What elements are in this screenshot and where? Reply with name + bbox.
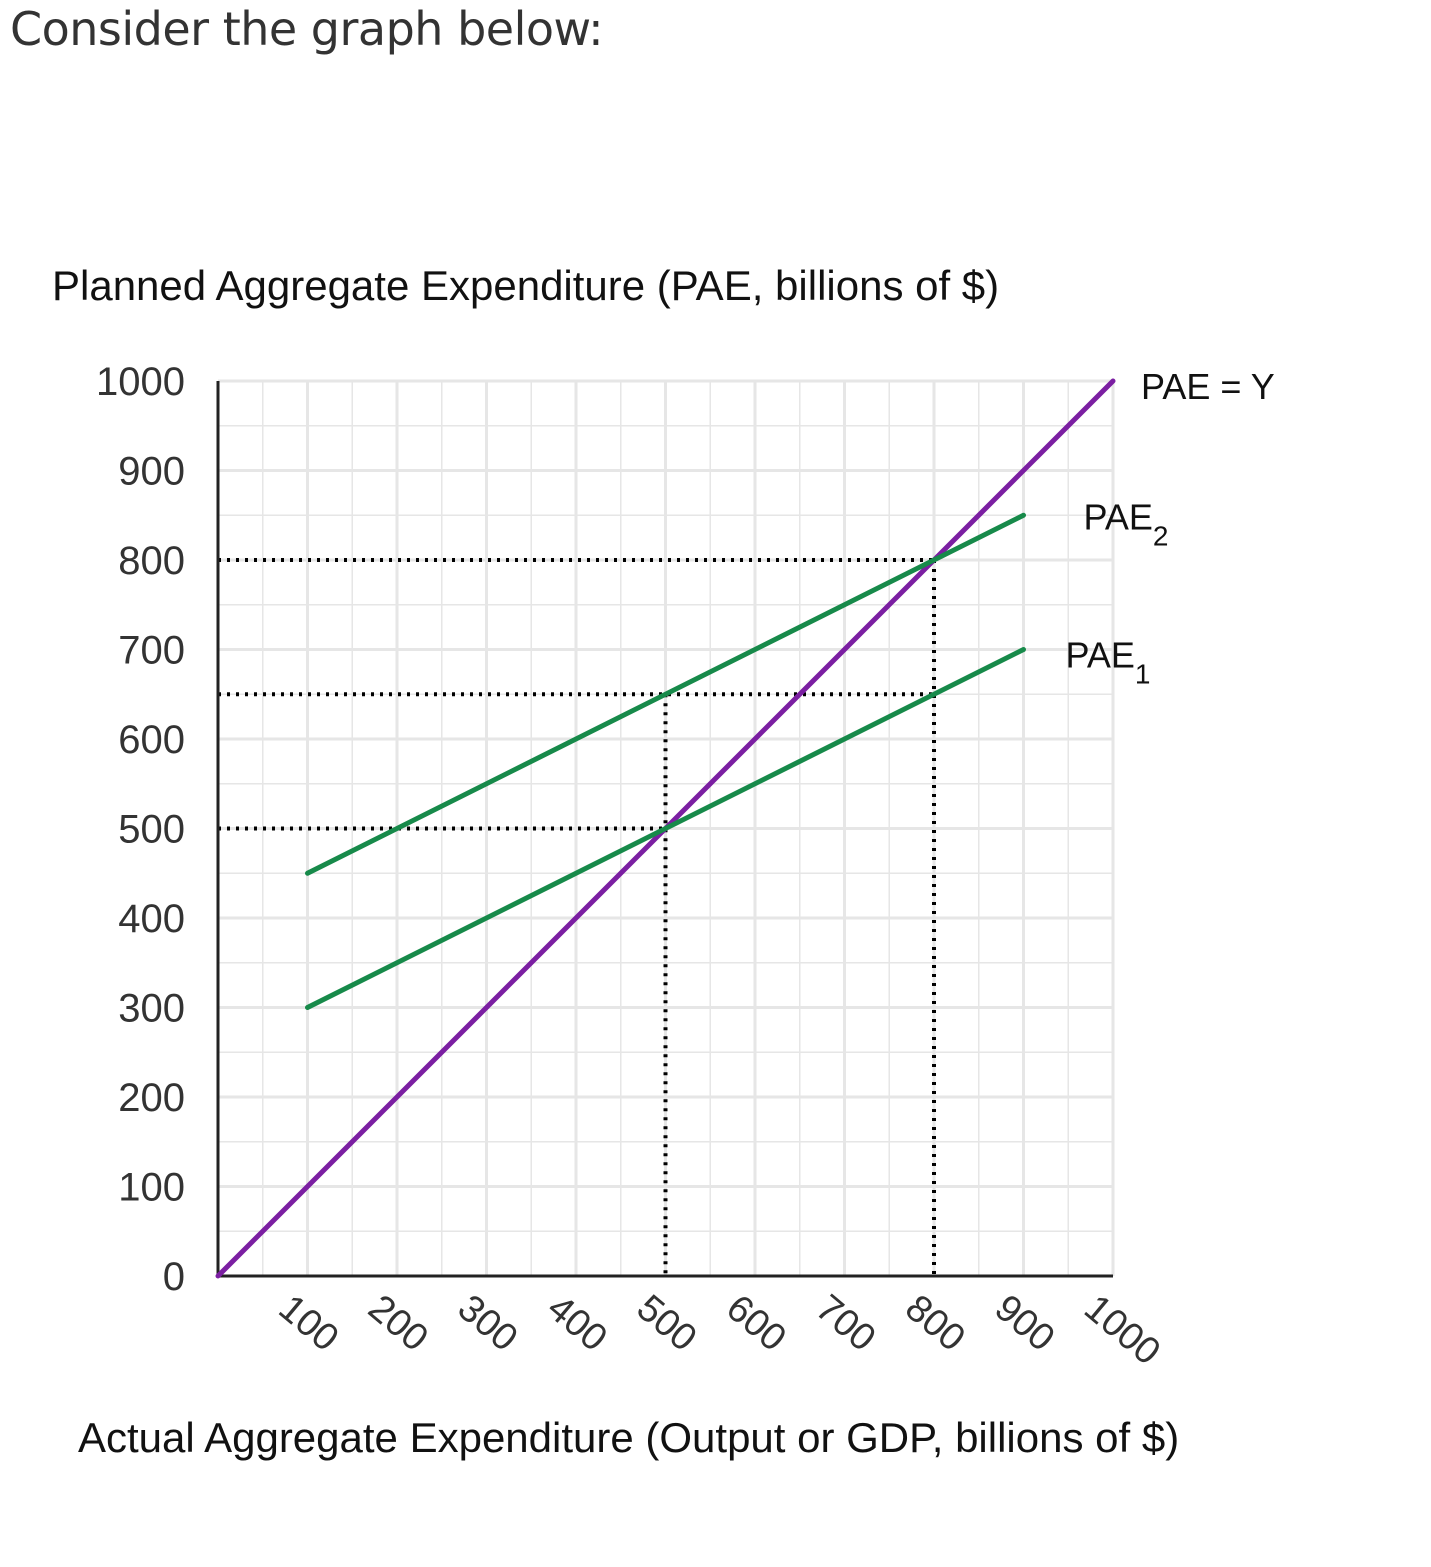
series-label-pae-y: PAE = Y: [1141, 366, 1275, 407]
series-label-pae1: PAE1: [1066, 635, 1151, 690]
question-prompt: Consider the graph below:: [10, 2, 604, 56]
y-tick-labels: 0 100 200 300 400 500 600 700 800 900 1000: [96, 360, 185, 1299]
x-tick-label: 1000: [1076, 1287, 1168, 1374]
x-tick-label: 700: [808, 1287, 884, 1360]
series-line-pae1: [305, 647, 1026, 1010]
grid: [218, 379, 1115, 1276]
series-lines: [215, 378, 1116, 1279]
guide-lines: [218, 558, 936, 1276]
series-label-main: PAE = Y: [1141, 366, 1275, 407]
x-tick-label: 800: [897, 1287, 973, 1360]
series-label-main: PAE: [1066, 635, 1135, 676]
series-label-subscript: 1: [1135, 659, 1151, 690]
series-label-main: PAE: [1084, 496, 1153, 537]
y-tick-label: 800: [118, 539, 185, 583]
x-tick-label: 200: [360, 1287, 436, 1360]
x-tick-labels: 100 200 300 400 500 600 700 800 900 1000: [271, 1287, 1168, 1374]
x-tick-label: 500: [629, 1287, 705, 1360]
y-tick-label: 900: [118, 450, 185, 494]
axes: [216, 381, 1113, 1278]
series-label-subscript: 2: [1153, 520, 1169, 551]
series-line-pae2: [305, 512, 1026, 876]
y-tick-label: 400: [118, 897, 185, 941]
y-tick-label: 600: [118, 718, 185, 762]
x-tick-label: 100: [271, 1287, 347, 1360]
y-tick-label: 0: [163, 1255, 185, 1299]
y-tick-label: 700: [118, 629, 185, 673]
y-tick-label: 500: [118, 808, 185, 852]
y-tick-label: 200: [118, 1076, 185, 1120]
x-axis-title: Actual Aggregate Expenditure (Output or …: [78, 1414, 1179, 1461]
y-tick-label: 1000: [96, 360, 185, 404]
y-tick-label: 100: [118, 1166, 185, 1210]
x-tick-label: 900: [987, 1287, 1063, 1360]
x-tick-label: 600: [718, 1287, 794, 1360]
x-tick-label: 300: [450, 1287, 526, 1360]
x-tick-label: 400: [539, 1287, 615, 1360]
y-tick-label: 300: [118, 987, 185, 1031]
y-axis-title: Planned Aggregate Expenditure (PAE, bill…: [52, 262, 999, 309]
series-label-pae2: PAE2: [1084, 496, 1169, 551]
